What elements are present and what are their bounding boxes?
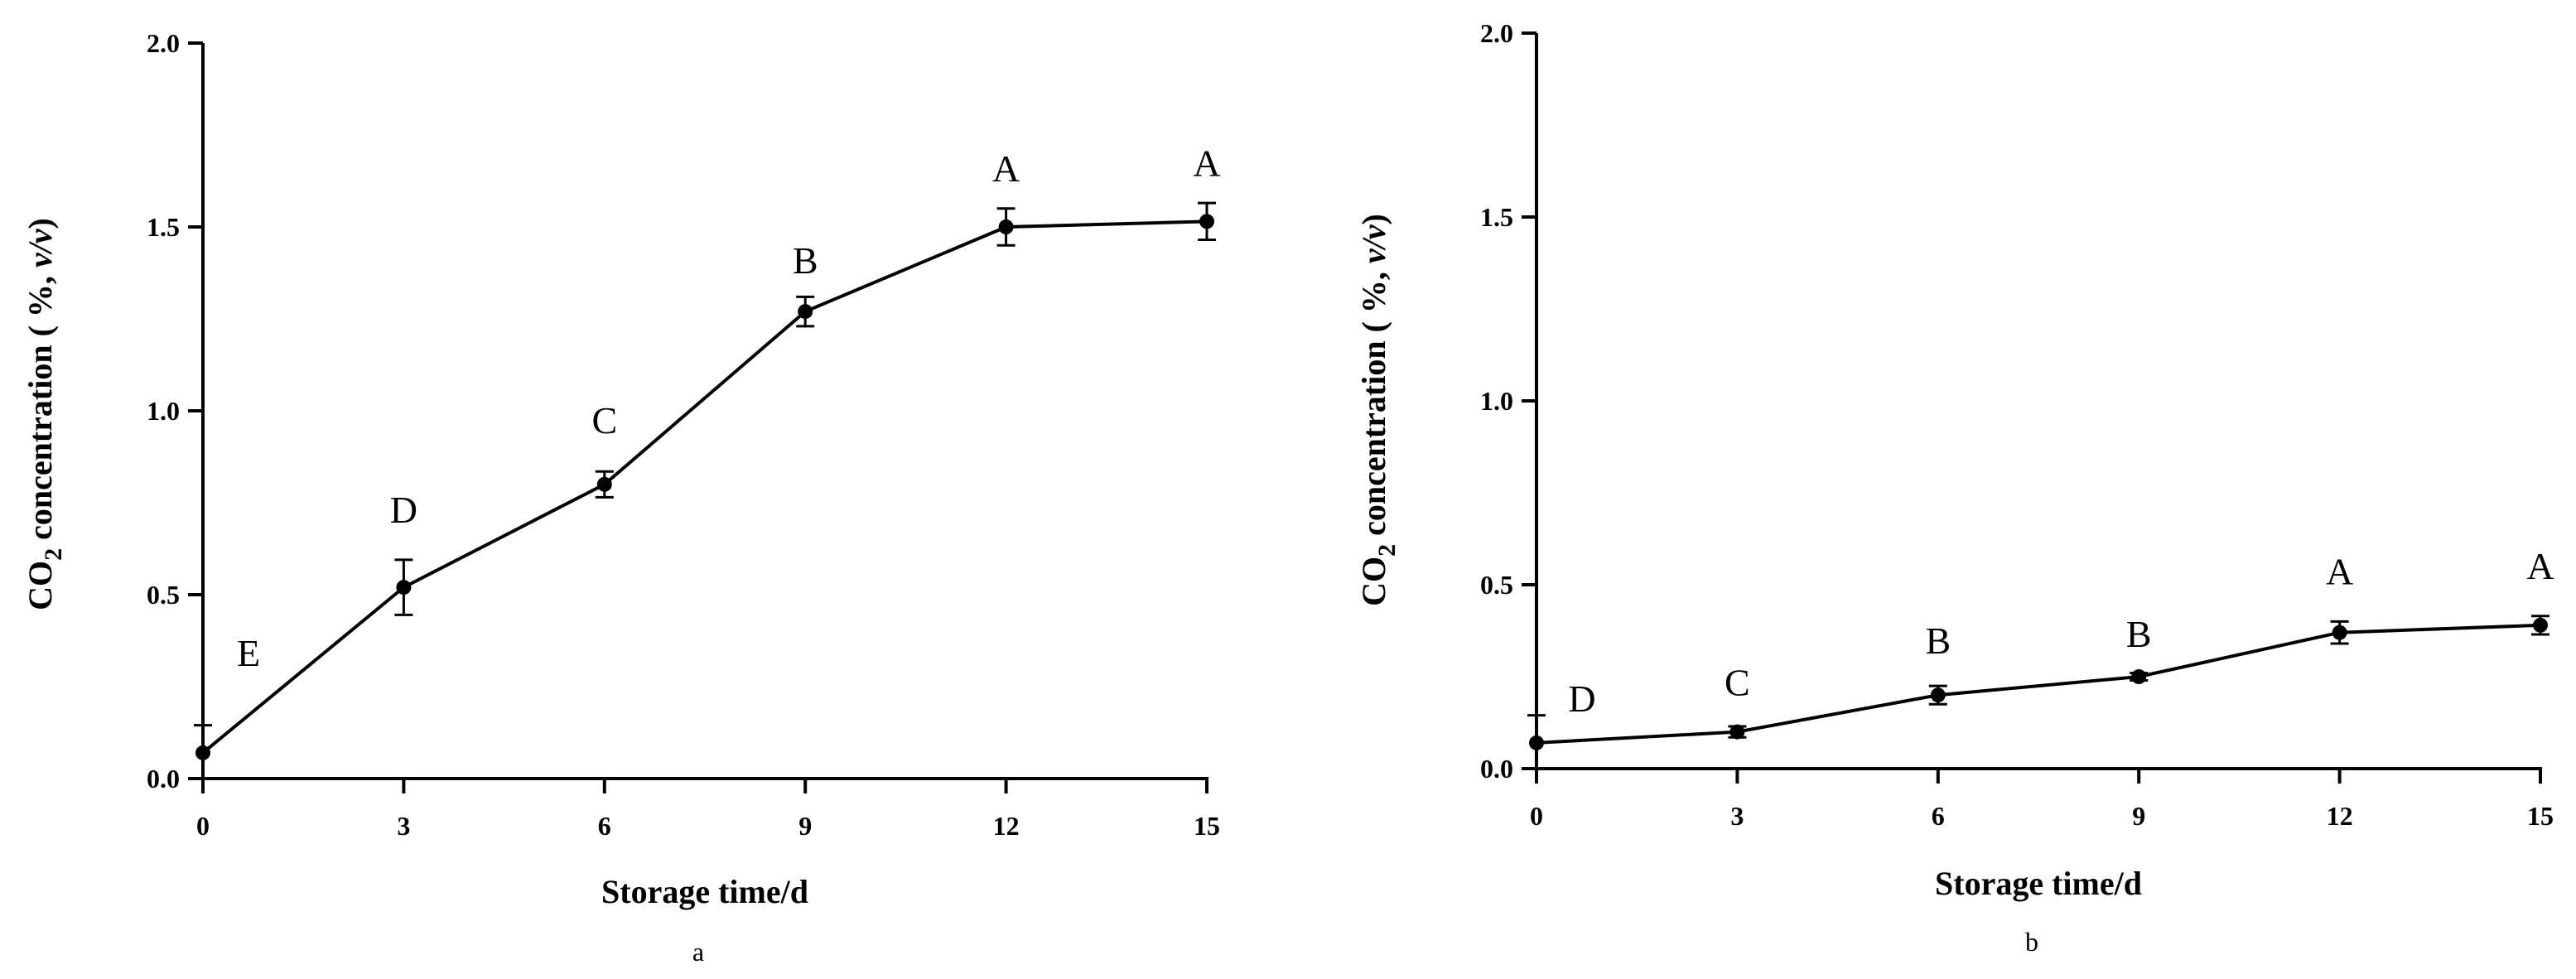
chart-panel-b: 0.0 0.5 1.0 1.5 2.0 0 3 6 9 12 15 Storage time/d CO2… [1355,18,2554,957]
significance-letter: C [591,399,617,441]
x-tick-label: 15 [1194,811,1220,841]
x-tick-label: 0 [196,811,210,841]
y-tick-label: 1.0 [147,396,180,426]
y-tick-label: 1.5 [147,212,180,242]
y-tick-label: 0.5 [1480,570,1513,600]
x-tick-label: 9 [2132,801,2145,831]
significance-letter: A [992,147,1020,190]
data-point [1529,735,1544,750]
significance-letter: A [2526,545,2554,587]
significance-letter: D [390,489,417,531]
x-tick-label: 12 [993,811,1020,841]
significance-letter: E [237,632,260,674]
y-axis-title-suffix: ) [1355,214,1392,224]
x-tick-label: 6 [1932,801,1945,831]
data-point [1930,687,1946,703]
y-axis-title-italic: v/v [1355,224,1392,263]
y-axis-title-prefix: CO [22,561,59,610]
y-tick-label: 1.0 [1480,386,1513,416]
x-tick-label: 12 [2327,801,2353,831]
x-tick-label: 0 [1530,801,1543,831]
data-point [2332,625,2347,640]
y-axis-title: CO2 concentration ( %, v/v) [22,218,67,610]
panel-label: a [692,937,704,967]
series-line [1536,623,2541,745]
x-tick-label: 3 [1730,801,1744,831]
significance-letter: B [793,239,818,282]
data-point [798,304,813,320]
x-tick-label: 6 [598,811,611,841]
significance-letter: B [2126,613,2152,655]
x-tick-label: 15 [2527,801,2554,831]
data-point [1729,724,1745,740]
x-axis-title: Storage time/d [1935,865,2142,902]
x-tick-label: 9 [798,811,812,841]
y-axis-title-middle: concentration ( %, [22,268,59,548]
significance-letter: D [1568,678,1595,720]
y-axis-title-italic: v/v [22,228,59,268]
significance-letter: B [1925,620,1951,662]
y-tick-label: 0.0 [1480,754,1513,784]
y-tick-label: 2.0 [1480,18,1513,48]
y-tick-label: 1.5 [1480,202,1513,232]
data-point [195,745,210,760]
y-tick-label: 0.0 [147,764,180,793]
significance-letter: C [1725,662,1750,704]
y-axis-title: CO2 concentration ( %, v/v) [1355,214,1401,606]
data-point [2131,669,2147,684]
significance-letter: A [2326,551,2353,593]
y-axis-title-prefix: CO [1355,557,1392,606]
x-axis-title: Storage time/d [601,873,808,910]
data-point [596,476,612,492]
x-tick-label: 3 [397,811,410,841]
data-point [998,219,1014,234]
data-point [1199,214,1214,229]
y-tick-label: 2.0 [147,28,180,58]
panel-label: b [2025,927,2038,957]
y-tick-label: 0.5 [147,580,180,610]
y-axis-title-subscript: 2 [40,548,67,561]
y-axis-title-suffix: ) [22,218,59,229]
chart-panel-a: 0.0 0.5 1.0 1.5 2.0 0 3 6 9 12 15 Storage time/d CO2… [22,28,1221,967]
y-axis-title-middle: concentration ( %, [1355,263,1392,544]
y-axis-title-subscript: 2 [1373,544,1401,557]
data-point [2533,617,2548,633]
significance-letter: A [1193,142,1220,184]
data-point [396,580,412,596]
series-line [201,219,1208,755]
